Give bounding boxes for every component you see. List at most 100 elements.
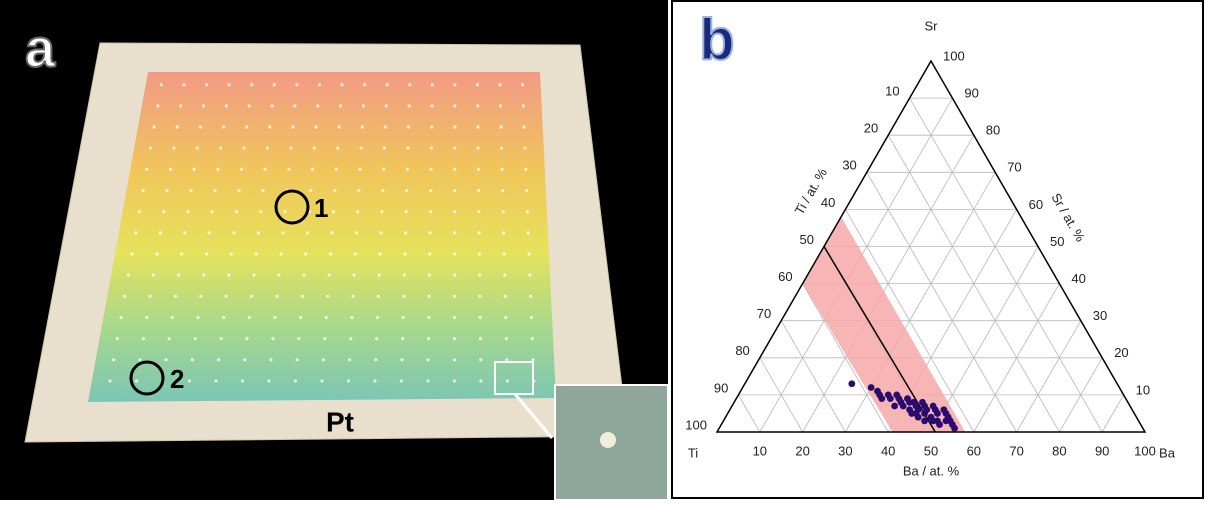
spot [505,358,509,362]
spot-circle [129,360,165,396]
spot [504,337,508,341]
spot [524,167,528,171]
spot [476,104,480,108]
ba-tick-label: 80 [1052,443,1066,458]
spot [297,337,301,341]
corner-label: Ti [688,445,698,460]
spot [503,294,507,298]
spot [145,315,149,320]
spot [267,379,271,383]
spot [162,210,166,214]
spot [224,294,228,298]
spot [141,337,145,341]
spot [453,210,457,214]
spot [452,315,457,320]
spot [357,188,361,193]
spot [354,231,359,235]
panel-a: 1 2 Pt a [0,0,669,501]
spot [346,379,351,383]
spot [501,210,505,214]
spot [385,83,389,87]
spot [221,125,226,129]
spot [453,104,457,108]
ba-tick-label: 10 [753,443,767,458]
spot [323,337,327,341]
ti-tick-label: 60 [778,269,792,284]
spot [175,125,179,129]
spot [216,358,221,362]
spot [170,315,174,320]
spot [242,146,246,150]
spot-circle [274,189,310,225]
spot [452,294,457,298]
spot [380,210,384,214]
sr-tick-label: 100 [943,48,965,63]
spot [108,379,112,383]
spot [199,294,203,298]
spot [302,273,306,277]
data-point [951,424,958,432]
spot [283,210,287,214]
zoom-box [494,361,534,395]
data-point [912,410,920,417]
spot [499,146,504,150]
spot [407,104,411,108]
spot [478,315,482,320]
spot [476,146,480,150]
spot [275,294,279,298]
wafer [88,72,556,402]
ba-tick-label: 100 [1134,443,1156,458]
spot [243,358,247,362]
spot [187,379,192,383]
spot [254,252,258,256]
spot [272,83,276,87]
grid-line [1101,394,1124,433]
spot [155,252,159,256]
spot [383,125,388,129]
spot [205,83,209,87]
spot [505,379,509,383]
spot [309,188,313,193]
spot [402,273,406,277]
spot [210,210,214,214]
panel-label: b [699,7,734,72]
spot [330,231,334,235]
sr-tick-label: 80 [986,123,1000,138]
spot [227,273,231,277]
spot [429,167,433,171]
spot [229,252,233,256]
data-point [934,410,941,417]
spot [522,125,526,129]
spot [207,231,211,235]
ba-tick-label: 50 [924,443,938,458]
spot [295,358,299,362]
spot [378,252,382,256]
spot [353,252,357,256]
spot [452,273,457,277]
spot [526,231,530,235]
data-point [906,406,913,414]
spot [273,315,277,320]
ti-tick-label: 70 [757,306,771,321]
spot [402,294,406,298]
sr-tick-label: 20 [1114,345,1128,360]
spot [279,252,283,256]
spot [501,188,505,193]
grid-line [802,283,889,433]
spot [250,83,254,87]
spot [406,146,410,150]
spot [362,83,367,87]
spot [216,167,220,171]
sr-tick-label: 60 [1029,197,1043,212]
spot [214,379,218,383]
spot [503,273,507,277]
spot [521,104,525,108]
grid-line [845,209,975,433]
spot [148,294,152,298]
spot [219,337,223,341]
ti-tick-label: 10 [885,84,899,99]
spot [314,125,318,129]
spot [293,379,298,383]
spot [361,104,366,108]
spot [405,167,409,171]
